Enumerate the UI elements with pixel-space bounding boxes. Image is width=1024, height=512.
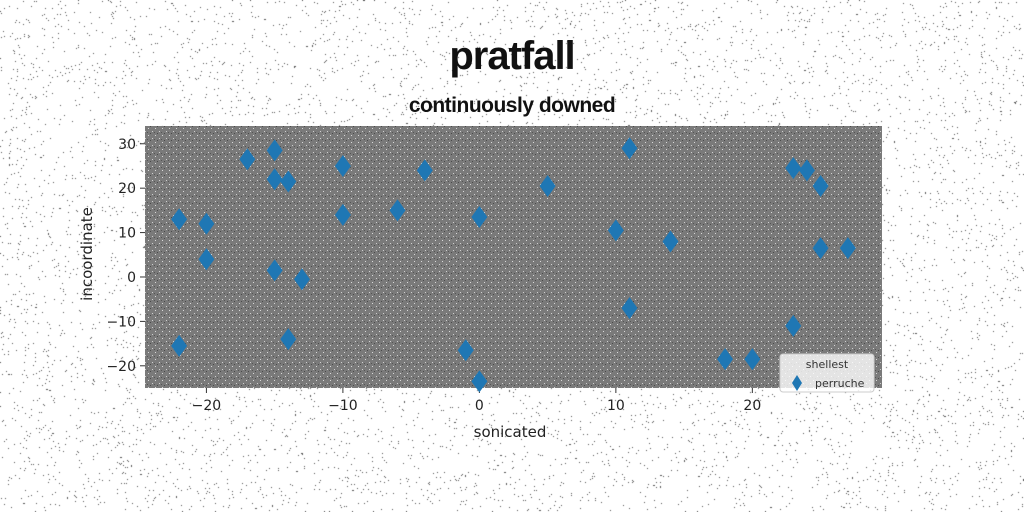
- x-tick-label: −10: [328, 398, 358, 414]
- scatter-point: [171, 334, 188, 357]
- scatter-point: [334, 203, 351, 226]
- scatter-point: [280, 328, 297, 351]
- plot-area: [145, 126, 882, 388]
- y-tick-label: 20: [118, 181, 136, 197]
- y-tick-label: 30: [118, 137, 136, 153]
- y-tick-label: −10: [106, 314, 136, 330]
- scatter-point: [662, 230, 679, 253]
- scatter-point: [539, 174, 556, 197]
- y-tick-label: 10: [118, 226, 136, 242]
- scatter-point: [416, 159, 433, 182]
- y-tick-label: 0: [127, 270, 136, 286]
- x-tick-label: 20: [743, 398, 761, 414]
- scatter-point: [621, 137, 638, 160]
- scatter-point: [457, 339, 474, 362]
- scatter-point: [798, 159, 815, 182]
- scatter-point: [621, 297, 638, 320]
- scatter-point: [198, 248, 215, 271]
- y-tick-label: −20: [106, 359, 136, 375]
- legend-diamond-marker: [792, 375, 802, 391]
- legend-title: shellest: [806, 358, 849, 371]
- scatter-point: [471, 206, 488, 229]
- scatter-point: [389, 199, 406, 222]
- x-tick-label: 0: [475, 398, 484, 414]
- chart-title: pratfall: [449, 34, 575, 78]
- x-tick-label: −20: [192, 398, 222, 414]
- scatter-point: [280, 170, 297, 193]
- scatter-point: [812, 174, 829, 197]
- scatter-point: [607, 219, 624, 242]
- x-axis-label: sonicated: [474, 423, 547, 441]
- scatter-point: [744, 348, 761, 371]
- scatter-point: [334, 154, 351, 177]
- scatter-point: [266, 259, 283, 282]
- scatter-point: [171, 208, 188, 231]
- scatter-point: [785, 314, 802, 337]
- legend-series-label: perruche: [815, 377, 865, 390]
- y-axis-label: incoordinate: [78, 207, 96, 301]
- scatter-point: [266, 139, 283, 162]
- scatter-point: [198, 212, 215, 235]
- scatter-point: [293, 268, 310, 291]
- scatter-point: [785, 157, 802, 180]
- scatter-point: [239, 148, 256, 171]
- scatter-point: [717, 348, 734, 371]
- scatter-point: [812, 237, 829, 260]
- scatter-point: [471, 370, 488, 393]
- scatter-point: [266, 168, 283, 191]
- x-tick-label: 10: [607, 398, 625, 414]
- scatter-point: [839, 237, 856, 260]
- chart-subtitle: continuously downed: [408, 94, 616, 117]
- legend: shellest perruche: [779, 353, 875, 393]
